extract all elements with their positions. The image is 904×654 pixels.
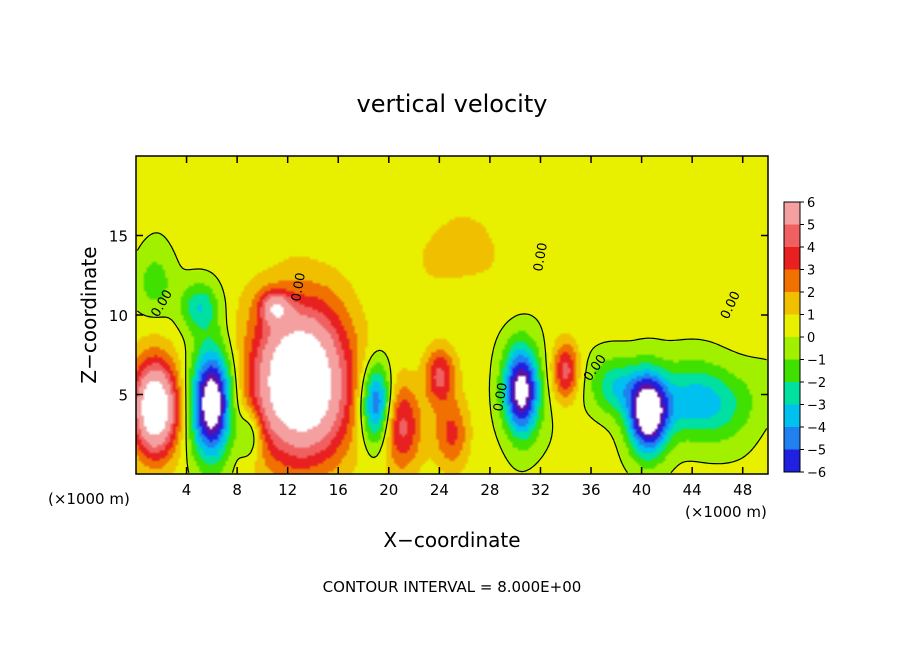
x-tick-label: 12 bbox=[278, 481, 297, 499]
colorbar: 6 5 4 3 2 1 0 −1 −2 −3 −4 −5 −6 bbox=[783, 196, 826, 481]
x-tick-label: 20 bbox=[379, 481, 398, 499]
colorbar-swatch bbox=[784, 269, 800, 293]
colorbar-swatch bbox=[784, 449, 800, 473]
x-tick-label: 28 bbox=[480, 481, 499, 499]
x-tick-label: 40 bbox=[632, 481, 651, 499]
contour-label: 0.00 bbox=[531, 242, 551, 273]
colorbar-label: −1 bbox=[807, 354, 826, 369]
colorbar-swatch bbox=[784, 292, 800, 315]
x-tick-label: 48 bbox=[733, 481, 752, 499]
colorbar-swatch bbox=[784, 404, 800, 428]
y-axis-label: Z−coordinate bbox=[77, 246, 101, 383]
chart-title: vertical velocity bbox=[357, 90, 548, 118]
y-axis-ticks: 5 10 15 bbox=[109, 228, 768, 405]
x-unit-right: (×1000 m) bbox=[685, 503, 767, 521]
colorbar-label: −2 bbox=[807, 376, 826, 391]
x-axis-label: X−coordinate bbox=[383, 528, 520, 552]
zero-contour-line bbox=[136, 232, 768, 474]
x-tick-label: 4 bbox=[182, 481, 192, 499]
x-tick-label: 24 bbox=[430, 481, 449, 499]
colorbar-label: 0 bbox=[807, 331, 815, 346]
colorbar-label: −3 bbox=[807, 399, 826, 414]
x-axis-ticks: 4 8 12 16 20 24 28 32 36 40 44 48 bbox=[182, 156, 752, 499]
zero-contours bbox=[136, 232, 768, 474]
colorbar-label: −4 bbox=[807, 421, 826, 436]
colorbar-label: 1 bbox=[807, 309, 815, 324]
colorbar-label: 2 bbox=[807, 286, 815, 301]
colorbar-swatch bbox=[784, 337, 800, 360]
colorbar-swatch bbox=[784, 314, 800, 338]
colorbar-label: −6 bbox=[807, 466, 826, 481]
contour-label: 0.00 bbox=[289, 272, 309, 303]
colorbar-swatch bbox=[784, 359, 800, 383]
colorbar-swatch bbox=[784, 382, 800, 405]
x-tick-label: 32 bbox=[531, 481, 550, 499]
colorbar-swatch bbox=[784, 247, 800, 270]
x-tick-label: 16 bbox=[329, 481, 348, 499]
colorbar-label: 3 bbox=[807, 264, 815, 279]
colorbar-label: 6 bbox=[807, 196, 815, 211]
x-tick-label: 8 bbox=[232, 481, 242, 499]
colorbar-swatch bbox=[784, 427, 800, 450]
colorbar-label: 5 bbox=[807, 219, 815, 234]
x-unit-left: (×1000 m) bbox=[48, 490, 130, 508]
y-tick-label: 5 bbox=[118, 387, 128, 405]
velocity-field-image bbox=[136, 156, 768, 474]
plot-area: 0.00 0.00 0.00 0.00 0.00 0.00 bbox=[135, 155, 769, 475]
colorbar-swatch bbox=[784, 224, 800, 248]
contour-interval-note: CONTOUR INTERVAL = 8.000E+00 bbox=[323, 578, 582, 596]
colorbar-swatch bbox=[784, 202, 800, 225]
x-tick-label: 44 bbox=[683, 481, 702, 499]
y-tick-label: 15 bbox=[109, 228, 128, 246]
colorbar-label: −5 bbox=[807, 444, 826, 459]
contour-label: 0.00 bbox=[491, 382, 511, 413]
x-tick-label: 36 bbox=[581, 481, 600, 499]
y-tick-label: 10 bbox=[109, 307, 128, 325]
colorbar-label: 4 bbox=[807, 241, 815, 256]
